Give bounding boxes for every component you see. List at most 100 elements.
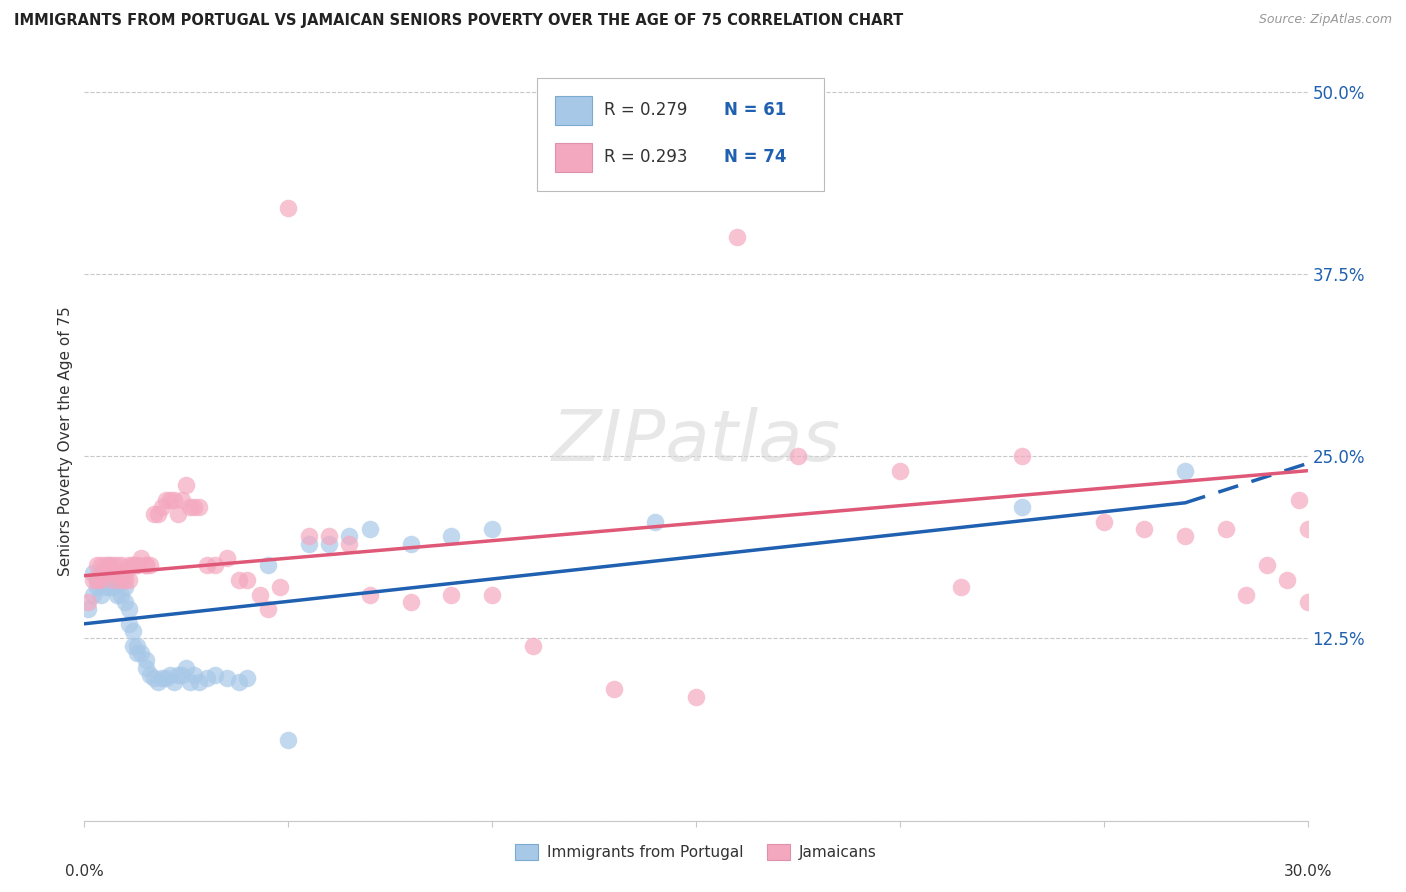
Point <box>277 733 299 747</box>
Point <box>644 515 666 529</box>
Point <box>249 588 271 602</box>
Point <box>82 566 104 580</box>
Point <box>399 595 422 609</box>
Point <box>135 653 157 667</box>
Point <box>150 671 173 685</box>
Point <box>1174 529 1197 543</box>
Point <box>179 675 201 690</box>
Text: N = 74: N = 74 <box>724 148 786 166</box>
Point <box>127 646 149 660</box>
Point <box>1011 449 1033 463</box>
Point <box>110 573 132 587</box>
Point <box>236 573 259 587</box>
Point <box>1092 515 1115 529</box>
Point <box>127 639 149 653</box>
Point <box>97 558 120 573</box>
Point <box>228 675 250 690</box>
Point <box>179 500 201 515</box>
Point <box>127 558 149 573</box>
Point <box>359 522 381 536</box>
Point <box>603 682 626 697</box>
Point <box>187 500 209 515</box>
Point <box>163 492 186 507</box>
Point <box>77 595 100 609</box>
Point <box>90 588 112 602</box>
Point <box>131 551 153 566</box>
Point <box>1133 522 1156 536</box>
Point <box>183 668 205 682</box>
Point <box>187 675 209 690</box>
Point <box>155 671 177 685</box>
Point <box>146 675 169 690</box>
Point <box>135 558 157 573</box>
Point <box>101 573 124 587</box>
Text: 0.0%: 0.0% <box>65 864 104 880</box>
Point <box>114 566 136 580</box>
Point <box>101 558 124 573</box>
Point <box>163 675 186 690</box>
Point <box>269 580 291 594</box>
Point <box>110 573 132 587</box>
Text: R = 0.293: R = 0.293 <box>605 148 688 166</box>
Point <box>339 536 361 550</box>
Point <box>97 580 120 594</box>
Point <box>131 646 153 660</box>
Point <box>1236 588 1258 602</box>
Point <box>1256 558 1278 573</box>
Text: R = 0.279: R = 0.279 <box>605 101 688 120</box>
Point <box>142 508 165 522</box>
Point <box>228 573 250 587</box>
Point <box>481 588 503 602</box>
Point <box>101 573 124 587</box>
Text: Source: ZipAtlas.com: Source: ZipAtlas.com <box>1258 13 1392 27</box>
Point <box>685 690 707 704</box>
Point <box>110 588 132 602</box>
Point <box>105 588 128 602</box>
Point <box>135 660 157 674</box>
Legend: Immigrants from Portugal, Jamaicans: Immigrants from Portugal, Jamaicans <box>509 838 883 866</box>
Point <box>195 558 218 573</box>
Point <box>93 558 115 573</box>
Point <box>122 558 145 573</box>
Point <box>204 558 226 573</box>
Point <box>97 573 120 587</box>
Point <box>114 580 136 594</box>
Point <box>204 668 226 682</box>
Point <box>122 624 145 639</box>
FancyBboxPatch shape <box>555 143 592 171</box>
Point <box>86 573 108 587</box>
Point <box>118 602 141 616</box>
Point <box>82 588 104 602</box>
Point <box>127 558 149 573</box>
Point <box>77 602 100 616</box>
Point <box>1277 573 1299 587</box>
Point <box>1011 500 1033 515</box>
Point <box>159 492 181 507</box>
Point <box>174 478 197 492</box>
Point <box>217 551 239 566</box>
Point <box>122 639 145 653</box>
Text: N = 61: N = 61 <box>724 101 786 120</box>
Point <box>172 492 194 507</box>
Point <box>93 580 115 594</box>
Point <box>257 558 280 573</box>
Point <box>174 660 197 674</box>
Point <box>86 558 108 573</box>
Point <box>1288 492 1310 507</box>
Point <box>167 508 190 522</box>
Point <box>298 529 321 543</box>
Point <box>105 566 128 580</box>
Point <box>1296 595 1319 609</box>
Point <box>440 588 463 602</box>
Point <box>399 536 422 550</box>
Text: IMMIGRANTS FROM PORTUGAL VS JAMAICAN SENIORS POVERTY OVER THE AGE OF 75 CORRELAT: IMMIGRANTS FROM PORTUGAL VS JAMAICAN SEN… <box>14 13 903 29</box>
Point <box>105 558 128 573</box>
Point <box>101 580 124 594</box>
Point <box>950 580 973 594</box>
Y-axis label: Seniors Poverty Over the Age of 75: Seniors Poverty Over the Age of 75 <box>58 307 73 576</box>
Point <box>440 529 463 543</box>
Point <box>172 668 194 682</box>
Point <box>889 464 911 478</box>
Point <box>339 529 361 543</box>
Point <box>298 536 321 550</box>
